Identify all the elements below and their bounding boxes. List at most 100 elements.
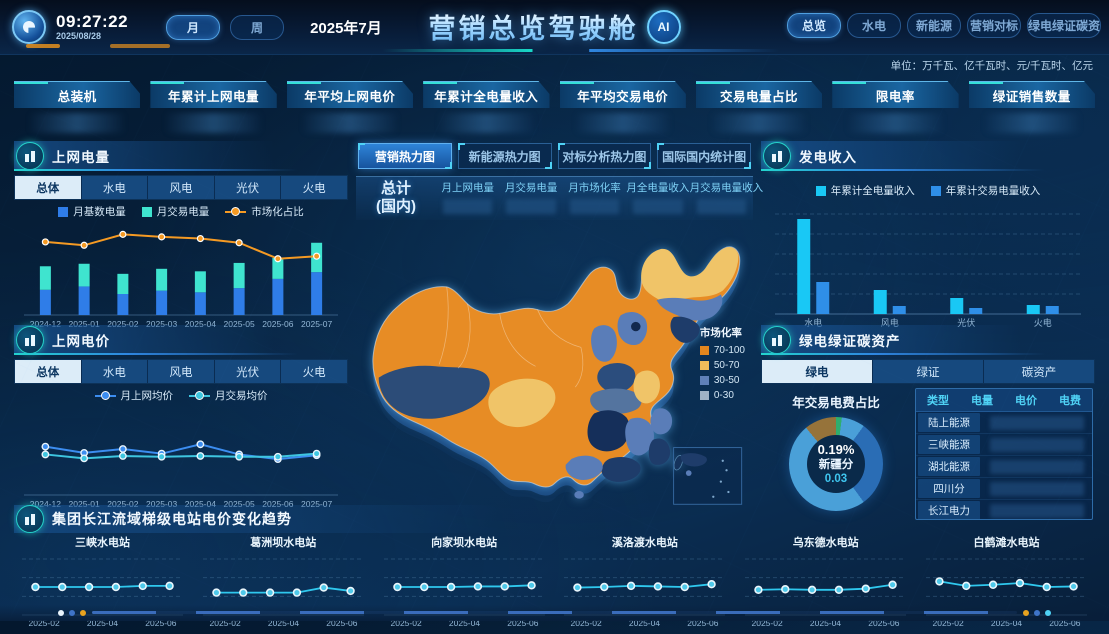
panel-icon (16, 505, 44, 533)
nav-green-assets[interactable]: 绿电绿证碳资 (1026, 13, 1101, 38)
station-name: 三峡水电站 (75, 537, 130, 549)
tab-hydro[interactable]: 水电 (81, 176, 149, 199)
tab-carbon-asset[interactable]: 碳资产 (984, 360, 1094, 383)
header-decoration (26, 44, 60, 48)
ai-assistant-button[interactable]: AI (646, 9, 681, 44)
legend-label: 月交易电量 (156, 206, 210, 218)
legend-label: 月基数电量 (73, 206, 126, 218)
tab-benchmark-heatmap[interactable]: 对标分析热力图 (557, 143, 652, 169)
kpi-value-redacted (848, 113, 943, 133)
header-decoration (382, 49, 532, 52)
col-fee: 电费 (1059, 395, 1081, 407)
svg-text:2024-12: 2024-12 (30, 319, 61, 329)
header-bar: 09:27:22 2025/08/28 月 周 2025年7月 营销总览驾驶舱 … (0, 0, 1109, 55)
col-price: 电价 (1015, 395, 1037, 407)
tab-intl-domestic-stats[interactable]: 国际国内统计图 (657, 143, 751, 169)
tab-marketing-heatmap[interactable]: 营销热力图 (358, 143, 452, 169)
svg-text:2025-04: 2025-04 (185, 319, 216, 329)
panel-generation-income: 发电收入 年累计全电量收入 年累计交易电量收入 水电 风电 光伏 火电 (761, 141, 1095, 328)
tab-thermal[interactable]: 火电 (281, 360, 347, 383)
kpi-trade-ratio[interactable]: 交易电量占比 (696, 81, 822, 108)
tab-solar[interactable]: 光伏 (214, 360, 282, 383)
tab-green-cert[interactable]: 绿证 (873, 360, 984, 383)
metric-value-redacted (696, 199, 747, 214)
svg-text:2025-07: 2025-07 (301, 319, 332, 329)
kpi-value-redacted (984, 113, 1079, 133)
metric-grid-energy: 月上网电量 (441, 182, 494, 194)
tab-thermal[interactable]: 火电 (281, 176, 347, 199)
metric-value-redacted (633, 199, 683, 214)
legend-label: 月上网均价 (120, 390, 174, 402)
svg-text:2025-04: 2025-04 (185, 499, 216, 509)
green-assets-tabs: 绿电 绿证 碳资产 (761, 359, 1095, 384)
tab-green-power[interactable]: 绿电 (762, 360, 873, 383)
grid-price-chart: 2024-12 2025-01 2025-02 2025-03 2025-04 2025-… (24, 440, 338, 509)
kpi-ytd-total-income[interactable]: 年累计全电量收入 (423, 81, 549, 108)
table-row[interactable]: 陆上能源 (916, 412, 1092, 434)
metric-trade-energy: 月交易电量 (504, 182, 558, 194)
metric-market-rate: 月市场化率 (568, 182, 621, 194)
kpi-avg-trade-price[interactable]: 年平均交易电价 (560, 81, 686, 108)
tab-total[interactable]: 总体 (15, 176, 82, 199)
top-nav: 总览 水电 新能源 营销对标 绿电绿证碳资 (786, 13, 1101, 38)
donut-center-label: 0.19% 新疆分 0.03 (817, 441, 855, 486)
period-month-button[interactable]: 月 (166, 14, 221, 40)
metric-trade-income: 月交易电量收入 (689, 182, 764, 194)
nav-marketing-benchmark[interactable]: 营销对标 (966, 13, 1021, 38)
nav-new-energy[interactable]: 新能源 (906, 13, 961, 38)
units-note: 单位：万千瓦、亿千瓦时、元/千瓦时、亿元 (890, 60, 1093, 72)
grid-price-legend: 月上网均价 月交易均价 (14, 386, 348, 405)
panel-green-assets: 绿电绿证碳资产 绿电 绿证 碳资产 年交易电费占比 0.19% 新疆分 0.03 (761, 325, 1095, 520)
svg-text:2025-05: 2025-05 (224, 319, 255, 329)
section-title: 集团长江流域梯级电站电价变化趋势 (52, 511, 292, 527)
grid-energy-tabs: 总体 水电 风电 光伏 火电 (14, 175, 348, 200)
header-decoration (588, 49, 779, 52)
kpi-value-redacted (439, 113, 534, 133)
table-row[interactable]: 四川分 (916, 478, 1092, 500)
row-values-redacted (990, 481, 1084, 496)
period-week-button[interactable]: 周 (230, 14, 285, 40)
row-type-label: 四川分 (918, 479, 980, 498)
svg-text:2025-02: 2025-02 (107, 319, 138, 329)
panel-icon (763, 142, 791, 170)
grid-energy-chart: 2024-12 2025-01 2025-02 2025-03 2025-04 2025-… (24, 230, 338, 329)
row-values-redacted (990, 415, 1084, 430)
tab-wind[interactable]: 风电 (148, 176, 215, 199)
col-energy: 电量 (971, 395, 993, 407)
tab-solar[interactable]: 光伏 (214, 176, 282, 199)
kpi-total-capacity[interactable]: 总装机 (14, 81, 140, 108)
tech-bar-dots (58, 610, 86, 616)
svg-text:2025-05: 2025-05 (224, 499, 255, 509)
tab-total[interactable]: 总体 (15, 360, 82, 383)
svg-text:2025-06: 2025-06 (262, 319, 293, 329)
row-values-redacted (990, 437, 1084, 452)
domestic-totals: 总计 (国内) 月上网电量 月交易电量 月市场化率 月全电量收入 月交易电量收入 (356, 176, 764, 220)
panel-icon (763, 326, 791, 354)
kpi-green-cert-sales[interactable]: 绿证销售数量 (969, 81, 1095, 108)
tab-wind[interactable]: 风电 (148, 360, 215, 383)
kpi-value-redacted (711, 113, 807, 133)
nav-hydro[interactable]: 水电 (846, 13, 901, 38)
row-type-label: 三峡能源 (918, 435, 980, 454)
kpi-ytd-grid-energy[interactable]: 年累计上网电量 (150, 81, 276, 108)
table-row[interactable]: 三峡能源 (916, 434, 1092, 456)
kpi-value-redacted (302, 113, 398, 133)
legend-label: 0-30 (713, 389, 734, 401)
tab-hydro[interactable]: 水电 (81, 360, 149, 383)
row-type-label: 陆上能源 (918, 413, 980, 432)
row-type-label: 湖北能源 (918, 457, 980, 476)
nav-overview[interactable]: 总览 (786, 13, 841, 38)
tab-newenergy-heatmap[interactable]: 新能源热力图 (457, 143, 552, 169)
legend-label: 30-50 (713, 374, 740, 386)
legend-title: 市场化率 (699, 327, 742, 339)
app-logo-icon (12, 10, 46, 44)
kpi-avg-grid-price[interactable]: 年平均上网电价 (287, 81, 413, 108)
table-row[interactable]: 湖北能源 (916, 456, 1092, 478)
station-name: 溪洛渡水电站 (611, 537, 678, 549)
legend-label: 年累计交易电量收入 (945, 185, 1041, 197)
kpi-curtailment-rate[interactable]: 限电率 (832, 81, 958, 108)
donut-chart: 0.19% 新疆分 0.03 (789, 417, 883, 511)
china-map[interactable] (356, 222, 753, 511)
generation-income-chart: 水电 风电 光伏 火电 (775, 213, 1081, 328)
svg-text:2025-07: 2025-07 (301, 499, 332, 509)
